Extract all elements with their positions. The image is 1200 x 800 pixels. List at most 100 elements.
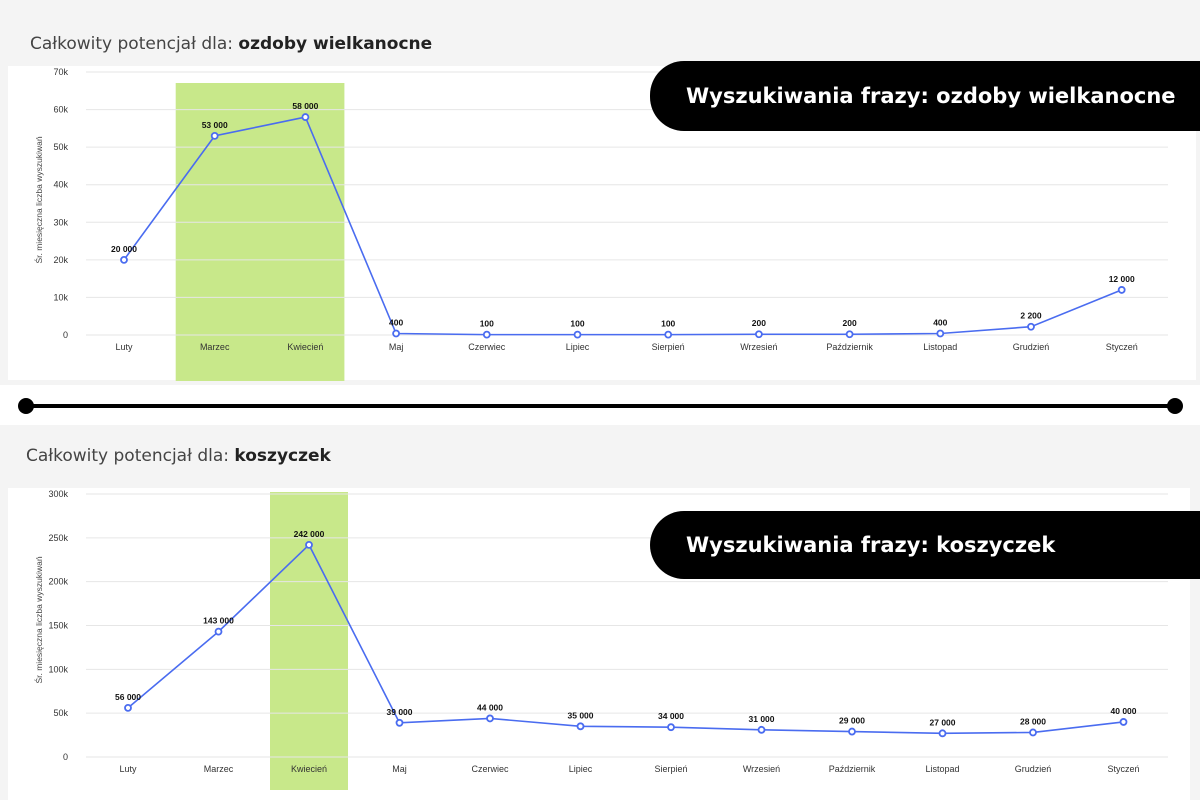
section-title-phrase: koszyczek — [234, 446, 331, 466]
data-label: 12 000 — [1109, 274, 1135, 284]
data-point — [301, 113, 310, 121]
data-label: 20 000 — [111, 244, 137, 254]
y-tick-label: 150k — [48, 621, 68, 631]
data-point — [576, 722, 585, 731]
y-tick-label: 20k — [53, 255, 68, 265]
series-line — [123, 116, 1123, 336]
x-tick-label: Wrzesień — [743, 764, 780, 774]
y-tick-label: 0 — [63, 330, 68, 340]
x-tick-label: Luty — [115, 342, 133, 352]
y-tick-label: 200k — [48, 577, 68, 587]
data-point — [848, 727, 856, 736]
x-tick-label: Luty — [119, 764, 137, 774]
divider-dot-left — [18, 398, 34, 414]
x-tick-label: Czerwiec — [468, 342, 506, 352]
data-point — [573, 330, 582, 339]
x-tick-label: Maj — [389, 342, 404, 352]
x-tick-label: Listopad — [925, 764, 959, 774]
data-point — [664, 330, 673, 339]
data-label: 53 000 — [202, 120, 228, 130]
y-tick-label: 50k — [53, 708, 68, 718]
x-tick-label: Marzec — [204, 764, 234, 774]
divider-dot-right — [1167, 398, 1183, 414]
data-label: 400 — [389, 317, 403, 327]
data-point — [936, 329, 945, 338]
data-point — [938, 729, 947, 738]
data-point — [120, 255, 128, 264]
data-label: 200 — [843, 318, 857, 328]
data-point — [305, 540, 313, 549]
x-tick-label: Sierpień — [652, 342, 685, 352]
y-tick-label: 10k — [53, 292, 68, 302]
data-point — [1027, 322, 1035, 331]
data-label: 34 000 — [658, 711, 684, 721]
section-title-1: Całkowity potencjał dla: ozdoby wielkano… — [30, 34, 432, 54]
y-axis-label: Śr. miesięczna liczba wyszukiwań — [33, 136, 44, 263]
x-tick-label: Lipiec — [566, 342, 590, 352]
search-phrase-banner-text: Wyszukiwania frazy: koszyczek — [686, 533, 1056, 557]
search-phrase-banner-1: Wyszukiwania frazy: ozdoby wielkanocne — [650, 61, 1200, 131]
data-label: 242 000 — [294, 529, 325, 539]
section-title-prefix: Całkowity potencjał dla: — [26, 446, 235, 466]
line-chart-ozdoby-wielkanocne: 0 10k 20k 30k 40k 50k 60k 70k Śr. miesięczna lic… — [33, 67, 1168, 381]
data-label: 27 000 — [930, 717, 956, 727]
data-label: 400 — [933, 317, 947, 327]
data-point — [1119, 718, 1128, 726]
x-tick-label: Maj — [392, 764, 407, 774]
data-point — [395, 718, 404, 727]
x-tick-label: Marzec — [200, 342, 230, 352]
data-label: 100 — [661, 319, 675, 329]
x-tick-label: Czerwiec — [471, 764, 509, 774]
data-label: 58 000 — [292, 101, 318, 111]
x-tick-label: Listopad — [923, 342, 957, 352]
x-tick-label: Styczeń — [1106, 342, 1138, 352]
data-point — [214, 627, 223, 636]
y-axis-label: Śr. miesięczna liczba wyszukiwań — [33, 556, 44, 683]
data-label: 56 000 — [115, 692, 141, 702]
y-tick-label: 0 — [63, 752, 68, 762]
y-tick-label: 300k — [48, 489, 68, 499]
x-tick-label: Grudzień — [1013, 342, 1050, 352]
data-label: 31 000 — [749, 714, 775, 724]
x-tick-label: Kwiecień — [287, 342, 323, 352]
data-label: 100 — [570, 319, 584, 329]
data-label: 200 — [752, 318, 766, 328]
y-tick-label: 50k — [53, 142, 68, 152]
data-point — [210, 131, 219, 140]
section-title-prefix: Całkowity potencjał dla: — [30, 34, 239, 54]
y-tick-label: 40k — [53, 180, 68, 190]
x-tick-label: Październik — [826, 342, 873, 352]
y-tick-label: 60k — [53, 105, 68, 115]
x-tick-label: Wrzesień — [740, 342, 777, 352]
data-point — [667, 723, 675, 732]
data-label: 40 000 — [1111, 706, 1137, 716]
y-tick-label: 100k — [48, 664, 68, 674]
x-tick-label: Styczeń — [1107, 764, 1139, 774]
data-point — [482, 330, 491, 339]
data-point — [845, 330, 854, 339]
data-point — [757, 725, 766, 734]
x-tick-label: Kwiecień — [291, 764, 327, 774]
data-label: 100 — [480, 319, 494, 329]
x-tick-label: Sierpień — [654, 764, 687, 774]
data-label: 28 000 — [1020, 716, 1046, 726]
data-label: 143 000 — [203, 616, 234, 626]
data-point — [755, 330, 763, 339]
data-point — [392, 329, 401, 338]
x-tick-label: Lipiec — [569, 764, 593, 774]
line-chart-koszyczek: 0 50k 100k 150k 200k 250k 300k Śr. miesięczna l… — [33, 489, 1168, 790]
search-phrase-banner-2: Wyszukiwania frazy: koszyczek — [650, 511, 1200, 579]
section-divider — [18, 398, 1183, 414]
x-tick-label: Grudzień — [1015, 764, 1052, 774]
section-title-2: Całkowity potencjał dla: koszyczek — [26, 446, 331, 466]
data-label: 35 000 — [568, 710, 594, 720]
data-point — [124, 704, 132, 712]
x-tick-label: Październik — [829, 764, 876, 774]
highlight-band — [175, 83, 345, 381]
data-label: 39 000 — [387, 707, 413, 717]
series-line — [127, 543, 1124, 735]
data-label: 44 000 — [477, 702, 503, 712]
data-label: 29 000 — [839, 716, 865, 726]
data-label: 2 200 — [1020, 311, 1042, 321]
data-point — [486, 714, 494, 723]
